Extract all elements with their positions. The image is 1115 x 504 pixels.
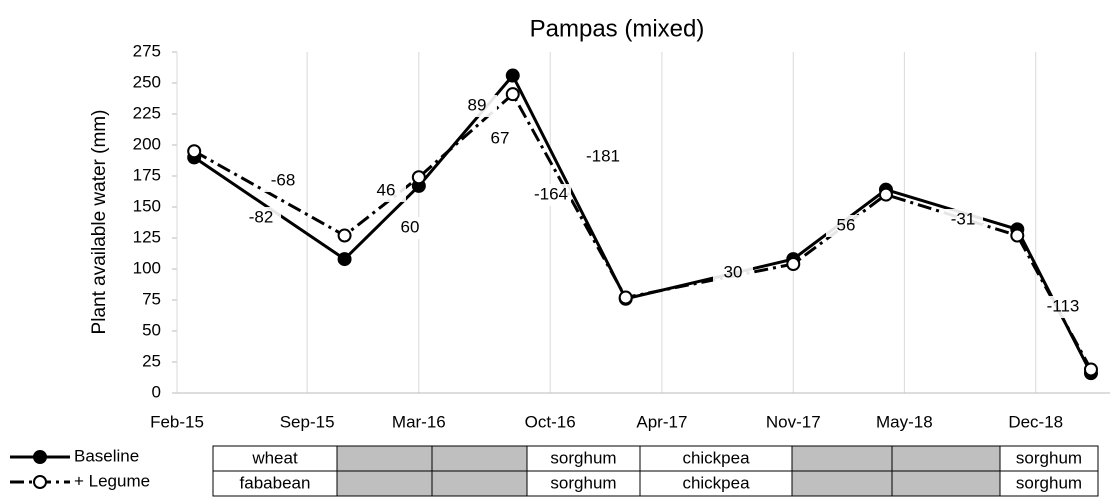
y-tick-label: 200 [133, 134, 161, 153]
y-tick-label: 275 [133, 41, 161, 60]
empty-cell [431, 445, 528, 472]
annotation-bg [531, 184, 571, 206]
annotation-bg [480, 128, 520, 150]
x-tick-label: Dec-18 [1008, 412, 1063, 431]
x-tick-label: Oct-16 [525, 412, 576, 431]
annotation: 60 [401, 217, 420, 236]
annotation: 67 [491, 128, 510, 147]
annotation: -31 [951, 209, 976, 228]
y-tick-label: 125 [133, 227, 161, 246]
cell-text: fababean [240, 473, 311, 492]
point [1083, 362, 1098, 377]
annotation-bg [1043, 296, 1083, 318]
annotation-bg [241, 207, 281, 229]
point [337, 252, 352, 267]
y-tick-label: 150 [133, 196, 161, 215]
point [786, 257, 801, 272]
annotation-bg [263, 170, 303, 192]
annotation: -181 [586, 146, 620, 165]
point [411, 170, 426, 185]
annotation-bg [366, 180, 406, 202]
point [878, 187, 893, 202]
legend-label: Baseline [74, 446, 139, 465]
point [505, 68, 520, 83]
chart-title: Pampas (mixed) [530, 15, 705, 42]
cell-text: sorghum [550, 473, 616, 492]
y-axis-label: Plant available water (mm) [89, 110, 110, 335]
table-cell [526, 445, 641, 472]
legend-marker [33, 475, 47, 489]
point [505, 87, 520, 102]
annotation: -164 [534, 184, 568, 203]
empty-cell [891, 445, 1001, 472]
y-tick-label: 50 [142, 320, 161, 339]
empty-cell [791, 470, 893, 497]
empty-cell [431, 470, 528, 497]
annotation-bg [713, 262, 753, 284]
point [187, 144, 202, 159]
annotation-bg [943, 209, 983, 231]
y-tick-label: 100 [133, 258, 161, 277]
x-tick-label: Feb-15 [150, 412, 204, 431]
table-cell [999, 445, 1099, 472]
empty-cell [891, 470, 1001, 497]
y-tick-label: 75 [142, 289, 161, 308]
point [1010, 228, 1025, 243]
series-line [193, 91, 1093, 371]
y-tick-label: 0 [152, 382, 161, 401]
y-tick-label: 175 [133, 165, 161, 184]
point [337, 228, 352, 243]
annotation-bg [457, 95, 497, 117]
cell-text: chickpea [682, 473, 750, 492]
table-cell [999, 470, 1099, 497]
table-cell [212, 470, 338, 497]
legend-marker [33, 450, 47, 464]
table-cell [639, 445, 793, 472]
y-tick-label: 250 [133, 72, 161, 91]
annotation: 56 [837, 215, 856, 234]
point [618, 290, 633, 305]
cell-text: sorghum [550, 448, 616, 467]
annotation: 30 [724, 262, 743, 281]
annotation: 46 [377, 180, 396, 199]
table-cell [212, 445, 338, 472]
cell-text: chickpea [682, 448, 750, 467]
table-cell [526, 470, 641, 497]
annotation: -82 [249, 207, 274, 226]
cell-text: sorghum [1016, 473, 1082, 492]
y-tick-label: 225 [133, 103, 161, 122]
annotation-bg [826, 215, 866, 237]
x-tick-label: Nov-17 [766, 412, 821, 431]
empty-cell [336, 445, 433, 472]
cell-text: sorghum [1016, 448, 1082, 467]
legend-label: + Legume [74, 471, 150, 490]
annotation-bg [583, 146, 623, 168]
annotation: -68 [271, 170, 296, 189]
y-tick-label: 25 [142, 351, 161, 370]
empty-cell [336, 470, 433, 497]
annotation: 89 [468, 95, 487, 114]
empty-cell [791, 445, 893, 472]
annotation-bg [390, 217, 430, 239]
annotation: -113 [1047, 296, 1080, 315]
x-tick-label: Sep-15 [280, 412, 335, 431]
x-tick-label: May-18 [876, 412, 933, 431]
cell-text: wheat [251, 448, 298, 467]
x-tick-label: Mar-16 [392, 412, 446, 431]
x-tick-label: Apr-17 [636, 412, 687, 431]
